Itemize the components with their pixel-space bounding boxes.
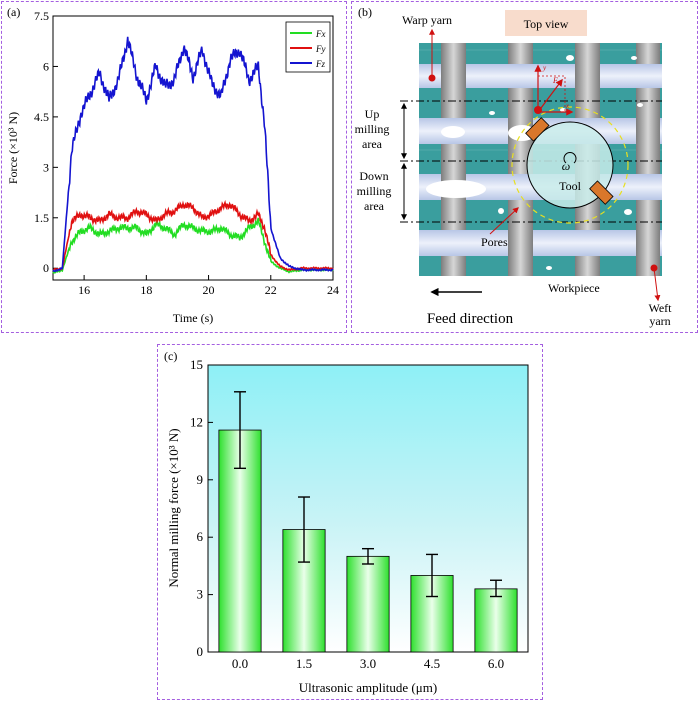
chart-c-x-tick-label: 0.0 <box>232 656 248 671</box>
chart-c-y-tick-label: 3 <box>197 587 204 602</box>
weft-over-segment <box>575 230 600 256</box>
weft-yarn-arrow <box>653 267 661 302</box>
y-axis-label: y <box>542 64 547 72</box>
pore <box>637 103 643 107</box>
down-milling-label: Down <box>359 169 388 183</box>
weft-over-segment <box>508 64 533 88</box>
chart-a-x-tick-label: 16 <box>78 283 90 297</box>
chart-a-y-axis-label: Force (×10³ N) <box>6 112 20 184</box>
chart-c-y-axis-label: Normal milling force (×10³ N) <box>166 428 181 587</box>
weft-over-segment <box>636 174 660 200</box>
chart-a-y-tick-label: 0 <box>43 261 49 275</box>
chart-a-series-fz <box>52 36 334 273</box>
weft-over-segment <box>636 64 660 88</box>
chart-a-legend-label: Fz <box>315 59 325 69</box>
force-label: F <box>552 76 558 85</box>
chart-a-x-tick-label: 24 <box>327 283 339 297</box>
chart-a-y-tick-label: 3 <box>43 160 49 174</box>
weft-yarn-label: yarn <box>649 314 670 328</box>
chart-c-y-tick-label: 12 <box>190 414 203 429</box>
chart-c-y-tick-label: 15 <box>190 357 203 372</box>
x-axis-label: x <box>565 102 570 110</box>
chart-c-x-axis-label: Ultrasonic amplitude (μm) <box>299 680 437 695</box>
panel-c-border <box>157 344 543 700</box>
chart-c-x-tick-label: 3.0 <box>360 656 376 671</box>
chart-a-legend-label: Fy <box>315 44 326 54</box>
pore <box>489 111 495 115</box>
up-milling-label: area <box>362 137 383 151</box>
chart-a-x-axis-label: Time (s) <box>173 311 214 325</box>
pore <box>426 180 486 198</box>
chart-c-ticks: 0 3 6 9 12 15 0.0 1.5 3.0 4.5 6.0 <box>190 357 504 671</box>
chart-a-x-tick-label: 22 <box>265 283 277 297</box>
chart-c-bar <box>346 555 390 653</box>
chart-a-series-fy <box>52 199 334 272</box>
chart-a-x-tick-label: 20 <box>203 283 215 297</box>
pore <box>631 56 637 60</box>
contact-point <box>534 106 542 114</box>
omega-symbol: ω <box>562 159 570 173</box>
chart-c-x-tick-label: 1.5 <box>296 656 312 671</box>
workpiece-label: Workpiece <box>548 281 600 295</box>
panel-b-label: (b) <box>358 5 372 19</box>
pore <box>566 55 574 61</box>
tool-label: Tool <box>559 179 581 193</box>
top-view-box <box>505 10 587 36</box>
resultant-force-arrow <box>537 78 563 113</box>
panel-a-border <box>1 1 347 333</box>
chart-c-bar <box>282 529 326 653</box>
chart-a-series <box>52 36 334 274</box>
chart-a-x-tick-label: 18 <box>140 283 152 297</box>
chart-a-series-fx <box>52 217 334 274</box>
chart-c-y-tick-label: 9 <box>197 472 204 487</box>
chart-a-legend-label: Fx <box>315 29 326 39</box>
warp-yarn-label: Warp yarn <box>402 13 452 27</box>
chart-c-bars <box>218 391 518 653</box>
milling-area-labels: Up milling area Down milling area <box>355 107 392 213</box>
tool-path-circle <box>511 106 629 224</box>
rotation-icon <box>563 152 577 164</box>
panel-b: (b) Top view <box>355 5 673 328</box>
cutter-insert <box>589 180 614 205</box>
pore <box>560 108 566 112</box>
panel-b-border <box>351 1 698 333</box>
tool: ω Tool <box>511 106 629 224</box>
force-vectors: y x F <box>534 64 574 116</box>
weft-yarn-label: Weft <box>648 301 672 315</box>
panel-c: (c) 0 3 6 9 12 15 0.0 1.5 3.0 4.5 6.0 Ultrasonic a… <box>164 349 529 695</box>
down-milling-label: area <box>364 199 385 213</box>
weft-over-segment <box>441 230 466 256</box>
chart-c-bar <box>474 588 518 653</box>
panel-a-label: (a) <box>7 5 20 19</box>
warp-yarn-dot <box>428 74 436 82</box>
pore <box>498 208 504 214</box>
cutter-insert <box>525 117 550 142</box>
pore <box>441 126 465 138</box>
chart-c-y-tick-label: 6 <box>197 529 204 544</box>
chart-a-y-tick-label: 1.5 <box>34 211 49 225</box>
pores-label: Pores <box>481 235 508 249</box>
top-view-title: Top view <box>524 17 569 31</box>
chart-c-x-tick-label: 6.0 <box>488 656 504 671</box>
chart-a-y-tick-label: 6 <box>43 59 49 73</box>
panel-c-label: (c) <box>164 349 177 363</box>
down-milling-label: milling <box>357 184 392 198</box>
chart-a-y-tick-label: 7.5 <box>34 9 49 23</box>
panel-a: (a) 16 18 20 22 24 0 1.5 3 4.5 6 7.5 Time (s) Forc… <box>6 5 339 325</box>
chart-c-y-tick-label: 0 <box>197 644 204 659</box>
chart-c-x-tick-label: 4.5 <box>424 656 440 671</box>
up-milling-label: milling <box>355 122 390 136</box>
chart-a-ticks: 16 18 20 22 24 0 1.5 3 4.5 6 7.5 <box>34 9 339 297</box>
up-milling-label: Up <box>365 107 380 121</box>
pore <box>624 209 632 215</box>
chart-a-y-tick-label: 4.5 <box>34 110 49 124</box>
feed-direction-label: Feed direction <box>427 311 514 327</box>
pore <box>546 266 552 270</box>
pores-arrow <box>489 207 519 235</box>
chart-a-legend: Fx Fy Fz <box>285 21 331 73</box>
